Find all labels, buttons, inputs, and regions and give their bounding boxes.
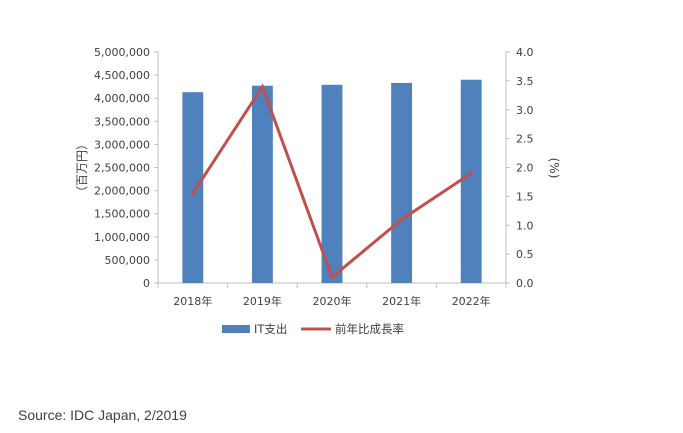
y-tick-label: 0	[143, 277, 150, 290]
legend-swatch-it-spending	[222, 325, 250, 333]
y2-axis-title: (%)	[547, 158, 561, 179]
x-tick-label: 2018年	[173, 294, 212, 308]
bar-it-spending	[460, 79, 482, 283]
y-tick-label: 4,000,000	[94, 92, 150, 105]
y2-tick-label: 2.5	[516, 133, 534, 146]
y2-tick-label: 1.0	[516, 219, 534, 232]
growth-rate-point	[191, 191, 195, 195]
source-note: Source: IDC Japan, 2/2019	[18, 407, 187, 423]
y-tick-label: 5,000,000	[94, 46, 150, 59]
bar-it-spending	[182, 92, 204, 283]
y2-tick-label: 0.5	[516, 248, 534, 261]
y-tick-label: 3,500,000	[94, 115, 150, 128]
y-axis-title: （百万円）	[75, 138, 89, 198]
growth-rate-point	[400, 217, 404, 221]
x-tick-label: 2020年	[313, 294, 352, 308]
x-tick-label: 2021年	[382, 294, 421, 308]
y-tick-label: 2,500,000	[94, 162, 150, 175]
y-tick-label: 1,000,000	[94, 231, 150, 244]
legend-label-growth-rate: 前年比成長率	[335, 322, 404, 336]
y-tick-label: 2,000,000	[94, 185, 150, 198]
growth-rate-point	[469, 171, 473, 175]
y-tick-label: 500,000	[105, 254, 151, 267]
y2-tick-label: 1.5	[516, 190, 534, 203]
bar-it-spending	[391, 82, 413, 283]
growth-rate-point	[330, 275, 334, 279]
legend-label-it-spending: IT支出	[254, 322, 287, 336]
growth-rate-point	[260, 85, 264, 89]
y2-tick-label: 3.0	[516, 104, 534, 117]
x-tick-label: 2019年	[243, 294, 282, 308]
y-tick-label: 1,500,000	[94, 208, 150, 221]
y2-tick-label: 0.0	[516, 277, 534, 290]
y2-tick-label: 4.0	[516, 46, 534, 59]
bar-it-spending	[251, 85, 273, 283]
y2-tick-label: 2.0	[516, 162, 534, 175]
bar-it-spending	[321, 84, 343, 283]
y-tick-label: 4,500,000	[94, 69, 150, 82]
x-tick-label: 2022年	[452, 294, 491, 308]
y-tick-label: 3,000,000	[94, 138, 150, 151]
y2-tick-label: 3.5	[516, 75, 534, 88]
